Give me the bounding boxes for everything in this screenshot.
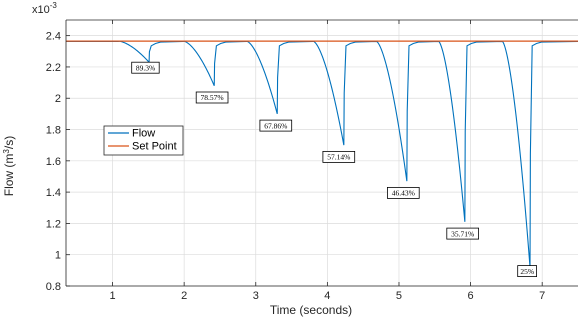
data-annotation-label: 78.57% [201,93,224,102]
axes: 1 2 3 4 5 6 7 0.8 1 1.2 1.4 1.6 1.8 2 2.2 2.4 [46,19,578,302]
legend-label-flow: Flow [132,128,155,140]
y-axis-label-main: Flow (m [2,154,16,197]
y-axis-label-end: /s) [2,136,16,149]
data-annotation-label: 89.3% [136,63,155,72]
x-tick-label: 3 [253,290,259,302]
y-tick-label: 1.6 [46,156,61,168]
x-axis-label: Time (seconds) [270,303,352,317]
y-tick-label: 1.2 [46,218,61,230]
y-tick-label: 1.4 [46,187,61,199]
legend-box [103,125,184,156]
y-multiplier: x10-3 [32,1,57,16]
x-tick-label: 2 [181,290,187,302]
series-line-flow [66,40,578,268]
data-annotation-box [446,227,479,240]
x-tick-label: 5 [396,290,402,302]
series-layer [66,40,578,268]
data-annotation-box [322,150,356,163]
y-axis-label-sup: 3 [2,149,11,154]
x-tick-label: 1 [109,290,115,302]
y-multiplier-exponent: -3 [50,1,58,10]
legend-label-setpoint: Set Point [132,141,177,153]
y-tick-label: 1.8 [46,125,61,137]
y-tick-label: 2.4 [46,31,61,43]
data-annotation-label: 67.86% [264,121,287,130]
data-annotation-box [259,119,293,132]
grid [66,20,578,287]
y-tick-label: 2.2 [46,62,61,74]
data-annotation-box [195,91,229,104]
y-axis-label: Flow (m3/s) [2,136,16,196]
x-tick-label: 7 [539,290,545,302]
data-annotation-label: 25% [520,267,534,276]
data-annotation-label: 35.71% [451,229,474,238]
data-annotation-label: 46.43% [392,189,415,198]
annotations: 89.3% 78.57% 67.86% 57.14% 46.43% 35.71% 25% [131,61,538,278]
y-tick-label: 1 [55,250,61,262]
data-annotation-box [131,61,160,74]
y-tick-label: 0.8 [46,281,61,293]
legend: Flow Set Point [103,125,184,156]
x-tick-label: 6 [468,290,474,302]
y-tick-label: 2 [55,93,61,105]
data-annotation-label: 57.14% [327,153,350,162]
data-annotation-box [386,186,420,199]
y-multiplier-base: x10 [32,4,50,16]
data-annotation-box [517,265,538,278]
x-tick-label: 4 [324,290,330,302]
